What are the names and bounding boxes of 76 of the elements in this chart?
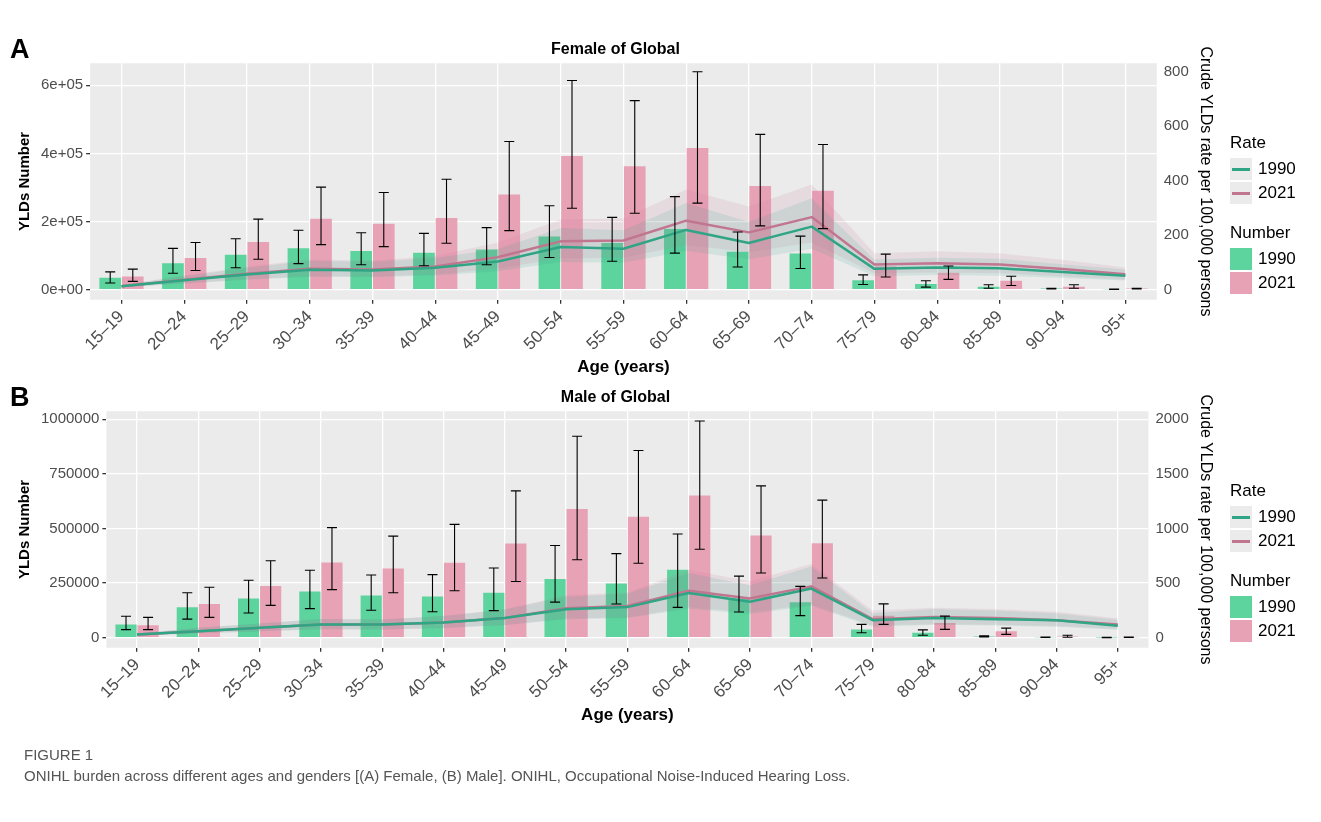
text: Rate (1230, 481, 1266, 500)
y-tick-label: 2e+05 (40, 211, 84, 229)
bar (372, 223, 395, 289)
legend-label: 2021 (1258, 531, 1296, 551)
chart-title: Male of Global (560, 388, 671, 406)
legend-label: 2021 (1258, 183, 1296, 203)
y-tick-label: 1000000 (40, 409, 100, 427)
y2-tick-label: 1000 (1155, 518, 1189, 536)
bar (623, 166, 646, 289)
y-tick-label: 4e+05 (40, 143, 84, 161)
legend-label: 1990 (1258, 597, 1296, 617)
bar (689, 495, 711, 638)
bar (686, 147, 709, 289)
bar (934, 623, 956, 638)
bar (995, 631, 1017, 638)
y2-tick-label: 200 (1163, 225, 1189, 243)
bar (1000, 280, 1023, 289)
bar (247, 241, 270, 289)
bar (321, 562, 343, 638)
text: Rate (1230, 133, 1266, 152)
text: Number (1230, 223, 1291, 242)
bar (750, 535, 772, 638)
bar (601, 242, 623, 289)
bar (443, 562, 466, 638)
x-tick-label: 95+ (1097, 306, 1132, 341)
y2-tick-label: 500 (1155, 573, 1181, 591)
y-tick-label: 250000 (49, 573, 100, 591)
y2-tick-label: 2000 (1155, 409, 1189, 427)
legend-label: 1990 (1258, 159, 1296, 179)
y2-tick-label: 600 (1163, 116, 1189, 134)
bar (260, 585, 282, 638)
legend-label: 1990 (1258, 249, 1296, 269)
bar (115, 624, 137, 638)
bar (789, 253, 812, 289)
y2-axis-title: Crude YLDs rate per 100,000 persons (1197, 394, 1215, 665)
bar (726, 251, 749, 289)
bar (937, 272, 960, 289)
y-axis-title: YLDs Number (15, 479, 33, 580)
y2-tick-label: 400 (1163, 170, 1189, 188)
legend-label: 2021 (1258, 621, 1296, 641)
y-axis-title: YLDs Number (15, 131, 33, 232)
bar (382, 568, 404, 638)
bar (561, 156, 583, 289)
bar (811, 543, 833, 638)
x-axis-title: Age (years) (577, 357, 670, 377)
y2-tick-label: 0 (1163, 279, 1173, 297)
x-tick-label: 95+ (1090, 654, 1124, 689)
chart-title: Female of Global (551, 40, 680, 58)
bar (852, 280, 874, 289)
text: A (10, 34, 30, 65)
bar (566, 509, 588, 638)
bar (310, 218, 332, 289)
y2-tick-label: 0 (1155, 627, 1164, 645)
bar (483, 592, 505, 638)
x-axis-title: Age (years) (581, 705, 674, 725)
legend-label: 2021 (1258, 273, 1296, 293)
bar (627, 516, 650, 638)
bar (850, 629, 873, 638)
legend-label: 1990 (1258, 507, 1296, 527)
y-tick-label: 750000 (49, 464, 100, 482)
bar (749, 186, 772, 289)
bar (789, 602, 811, 638)
bar (505, 543, 527, 638)
text: ONIHL burden across different ages and genders [(A) Female, (B) Male]. ONIHL, Occupational Noise-Induced Hearing Loss. (24, 767, 852, 784)
text: B (10, 382, 30, 413)
y2-tick-label: 800 (1163, 61, 1189, 79)
caption: FIGURE 1 (24, 746, 95, 763)
y-tick-label: 0 (91, 627, 100, 645)
y-tick-label: 0e+00 (40, 279, 84, 297)
bar (664, 228, 686, 289)
y-tick-label: 6e+05 (40, 75, 84, 93)
text: Number (1230, 571, 1291, 590)
bar (498, 194, 521, 289)
y2-tick-label: 1500 (1155, 464, 1189, 482)
y2-axis-title: Crude YLDs rate per 100,000 persons (1197, 46, 1215, 317)
y-tick-label: 500000 (49, 518, 100, 536)
